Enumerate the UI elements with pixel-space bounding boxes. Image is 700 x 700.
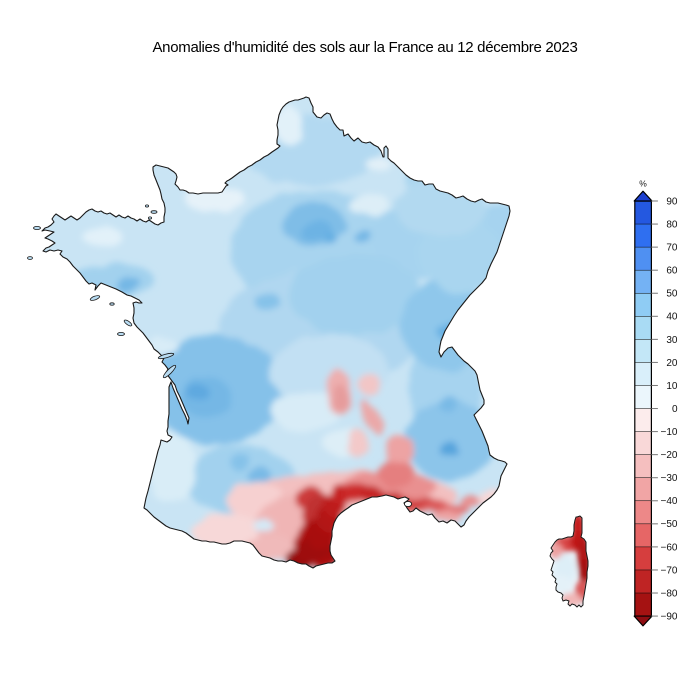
svg-text:%: % <box>639 179 647 189</box>
svg-text:70: 70 <box>666 243 678 254</box>
svg-text:−30: −30 <box>661 473 678 484</box>
svg-text:20: 20 <box>666 358 678 369</box>
svg-text:−10: −10 <box>661 427 678 438</box>
svg-text:90: 90 <box>666 196 678 207</box>
svg-text:80: 80 <box>666 219 678 230</box>
svg-text:−50: −50 <box>661 519 678 530</box>
svg-text:−20: −20 <box>661 450 678 461</box>
svg-text:0: 0 <box>672 404 678 415</box>
svg-text:−70: −70 <box>661 565 678 576</box>
svg-text:60: 60 <box>666 266 678 277</box>
svg-text:40: 40 <box>666 312 678 323</box>
svg-text:−60: −60 <box>661 542 678 553</box>
svg-text:50: 50 <box>666 289 678 300</box>
svg-text:−40: −40 <box>661 496 678 507</box>
svg-text:10: 10 <box>666 381 678 392</box>
svg-text:30: 30 <box>666 335 678 346</box>
svg-text:−90: −90 <box>661 611 678 622</box>
svg-text:Anomalies d'humidité des sols: Anomalies d'humidité des sols aur la Fra… <box>152 39 577 56</box>
svg-text:−80: −80 <box>661 588 678 599</box>
